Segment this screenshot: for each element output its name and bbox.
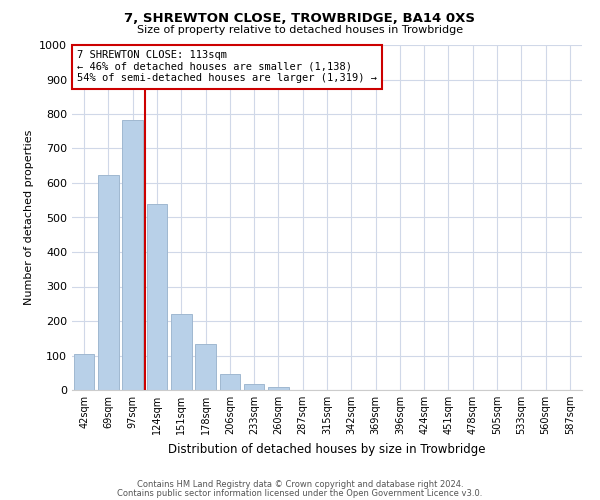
Bar [195, 344, 216, 390]
Bar [74, 354, 94, 390]
Text: Contains public sector information licensed under the Open Government Licence v3: Contains public sector information licen… [118, 488, 482, 498]
Bar [268, 386, 289, 390]
Bar [98, 176, 119, 390]
Bar [171, 314, 191, 390]
Text: 7 SHREWTON CLOSE: 113sqm
← 46% of detached houses are smaller (1,138)
54% of sem: 7 SHREWTON CLOSE: 113sqm ← 46% of detach… [77, 50, 377, 84]
X-axis label: Distribution of detached houses by size in Trowbridge: Distribution of detached houses by size … [168, 442, 486, 456]
Text: Contains HM Land Registry data © Crown copyright and database right 2024.: Contains HM Land Registry data © Crown c… [137, 480, 463, 489]
Bar [220, 374, 240, 390]
Y-axis label: Number of detached properties: Number of detached properties [23, 130, 34, 305]
Bar [146, 204, 167, 390]
Text: Size of property relative to detached houses in Trowbridge: Size of property relative to detached ho… [137, 25, 463, 35]
Text: 7, SHREWTON CLOSE, TROWBRIDGE, BA14 0XS: 7, SHREWTON CLOSE, TROWBRIDGE, BA14 0XS [125, 12, 476, 26]
Bar [122, 120, 143, 390]
Bar [244, 384, 265, 390]
